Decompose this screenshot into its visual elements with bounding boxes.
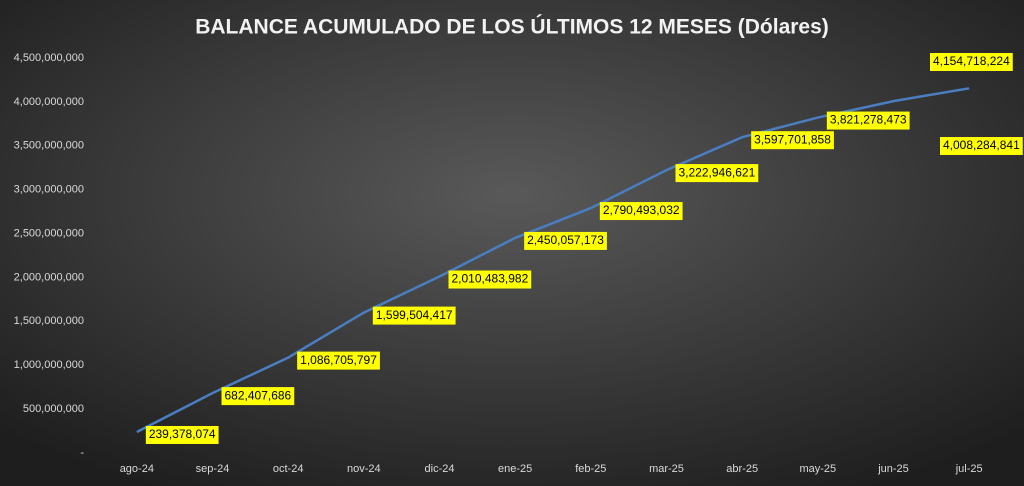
x-tick-label: abr-25 (726, 463, 758, 475)
x-tick-label: jul-25 (955, 463, 983, 475)
value-label-text: 239,378,074 (149, 427, 216, 441)
value-label-text: 1,599,504,417 (376, 308, 453, 322)
value-label-box (751, 131, 834, 150)
chart-title: BALANCE ACUMULADO DE LOS ÚLTIMOS 12 MESE… (195, 15, 829, 39)
x-tick-label: feb-25 (575, 463, 606, 475)
value-label-text: 3,821,278,473 (830, 113, 907, 127)
value-label-text: 3,222,946,621 (679, 165, 756, 179)
y-tick-label: 4,000,000,000 (14, 96, 84, 108)
y-tick-label: 3,500,000,000 (14, 140, 84, 152)
x-tick-label: oct-24 (273, 463, 304, 475)
value-label-box (145, 425, 219, 444)
y-tick-label: 2,500,000,000 (14, 227, 84, 239)
y-tick-label: 2,000,000,000 (14, 271, 84, 283)
x-tick-label: ene-25 (498, 463, 532, 475)
x-tick-label: nov-24 (347, 463, 381, 475)
value-label-text: 4,008,284,841 (943, 138, 1020, 152)
y-tick-label: 3,000,000,000 (14, 184, 84, 196)
value-label-text: 682,407,686 (225, 388, 292, 402)
y-tick-label: 4,500,000,000 (14, 52, 84, 64)
value-label-box (297, 351, 380, 370)
x-tick-label: jun-25 (877, 463, 909, 475)
x-tick-label: sep-24 (196, 463, 230, 475)
y-tick-label: 1,000,000,000 (14, 359, 84, 371)
value-label-text: 2,450,057,173 (527, 233, 604, 247)
value-label-text: 2,790,493,032 (603, 203, 680, 217)
value-label-box (675, 164, 759, 183)
value-label-box (930, 53, 1013, 71)
y-tick-label: - (80, 447, 84, 459)
value-label-box (372, 306, 456, 325)
x-tick-label: dic-24 (425, 463, 455, 475)
x-tick-label: ago-24 (120, 463, 154, 475)
value-label-text: 2,010,483,982 (452, 272, 529, 286)
y-tick-label: 1,500,000,000 (14, 315, 84, 327)
value-label-box (826, 111, 910, 130)
y-tick-label: 500,000,000 (23, 403, 84, 415)
value-label-text: 3,597,701,858 (754, 132, 831, 146)
value-label-box (221, 387, 295, 406)
value-label-box (599, 202, 683, 221)
value-label-box (524, 231, 607, 250)
value-label-text: 4,154,718,224 (933, 54, 1010, 68)
x-tick-label: mar-25 (649, 463, 684, 475)
value-label-text: 1,086,705,797 (300, 353, 377, 367)
value-label-box (940, 137, 1023, 155)
x-tick-label: may-25 (799, 463, 836, 475)
value-label-box (448, 270, 532, 289)
